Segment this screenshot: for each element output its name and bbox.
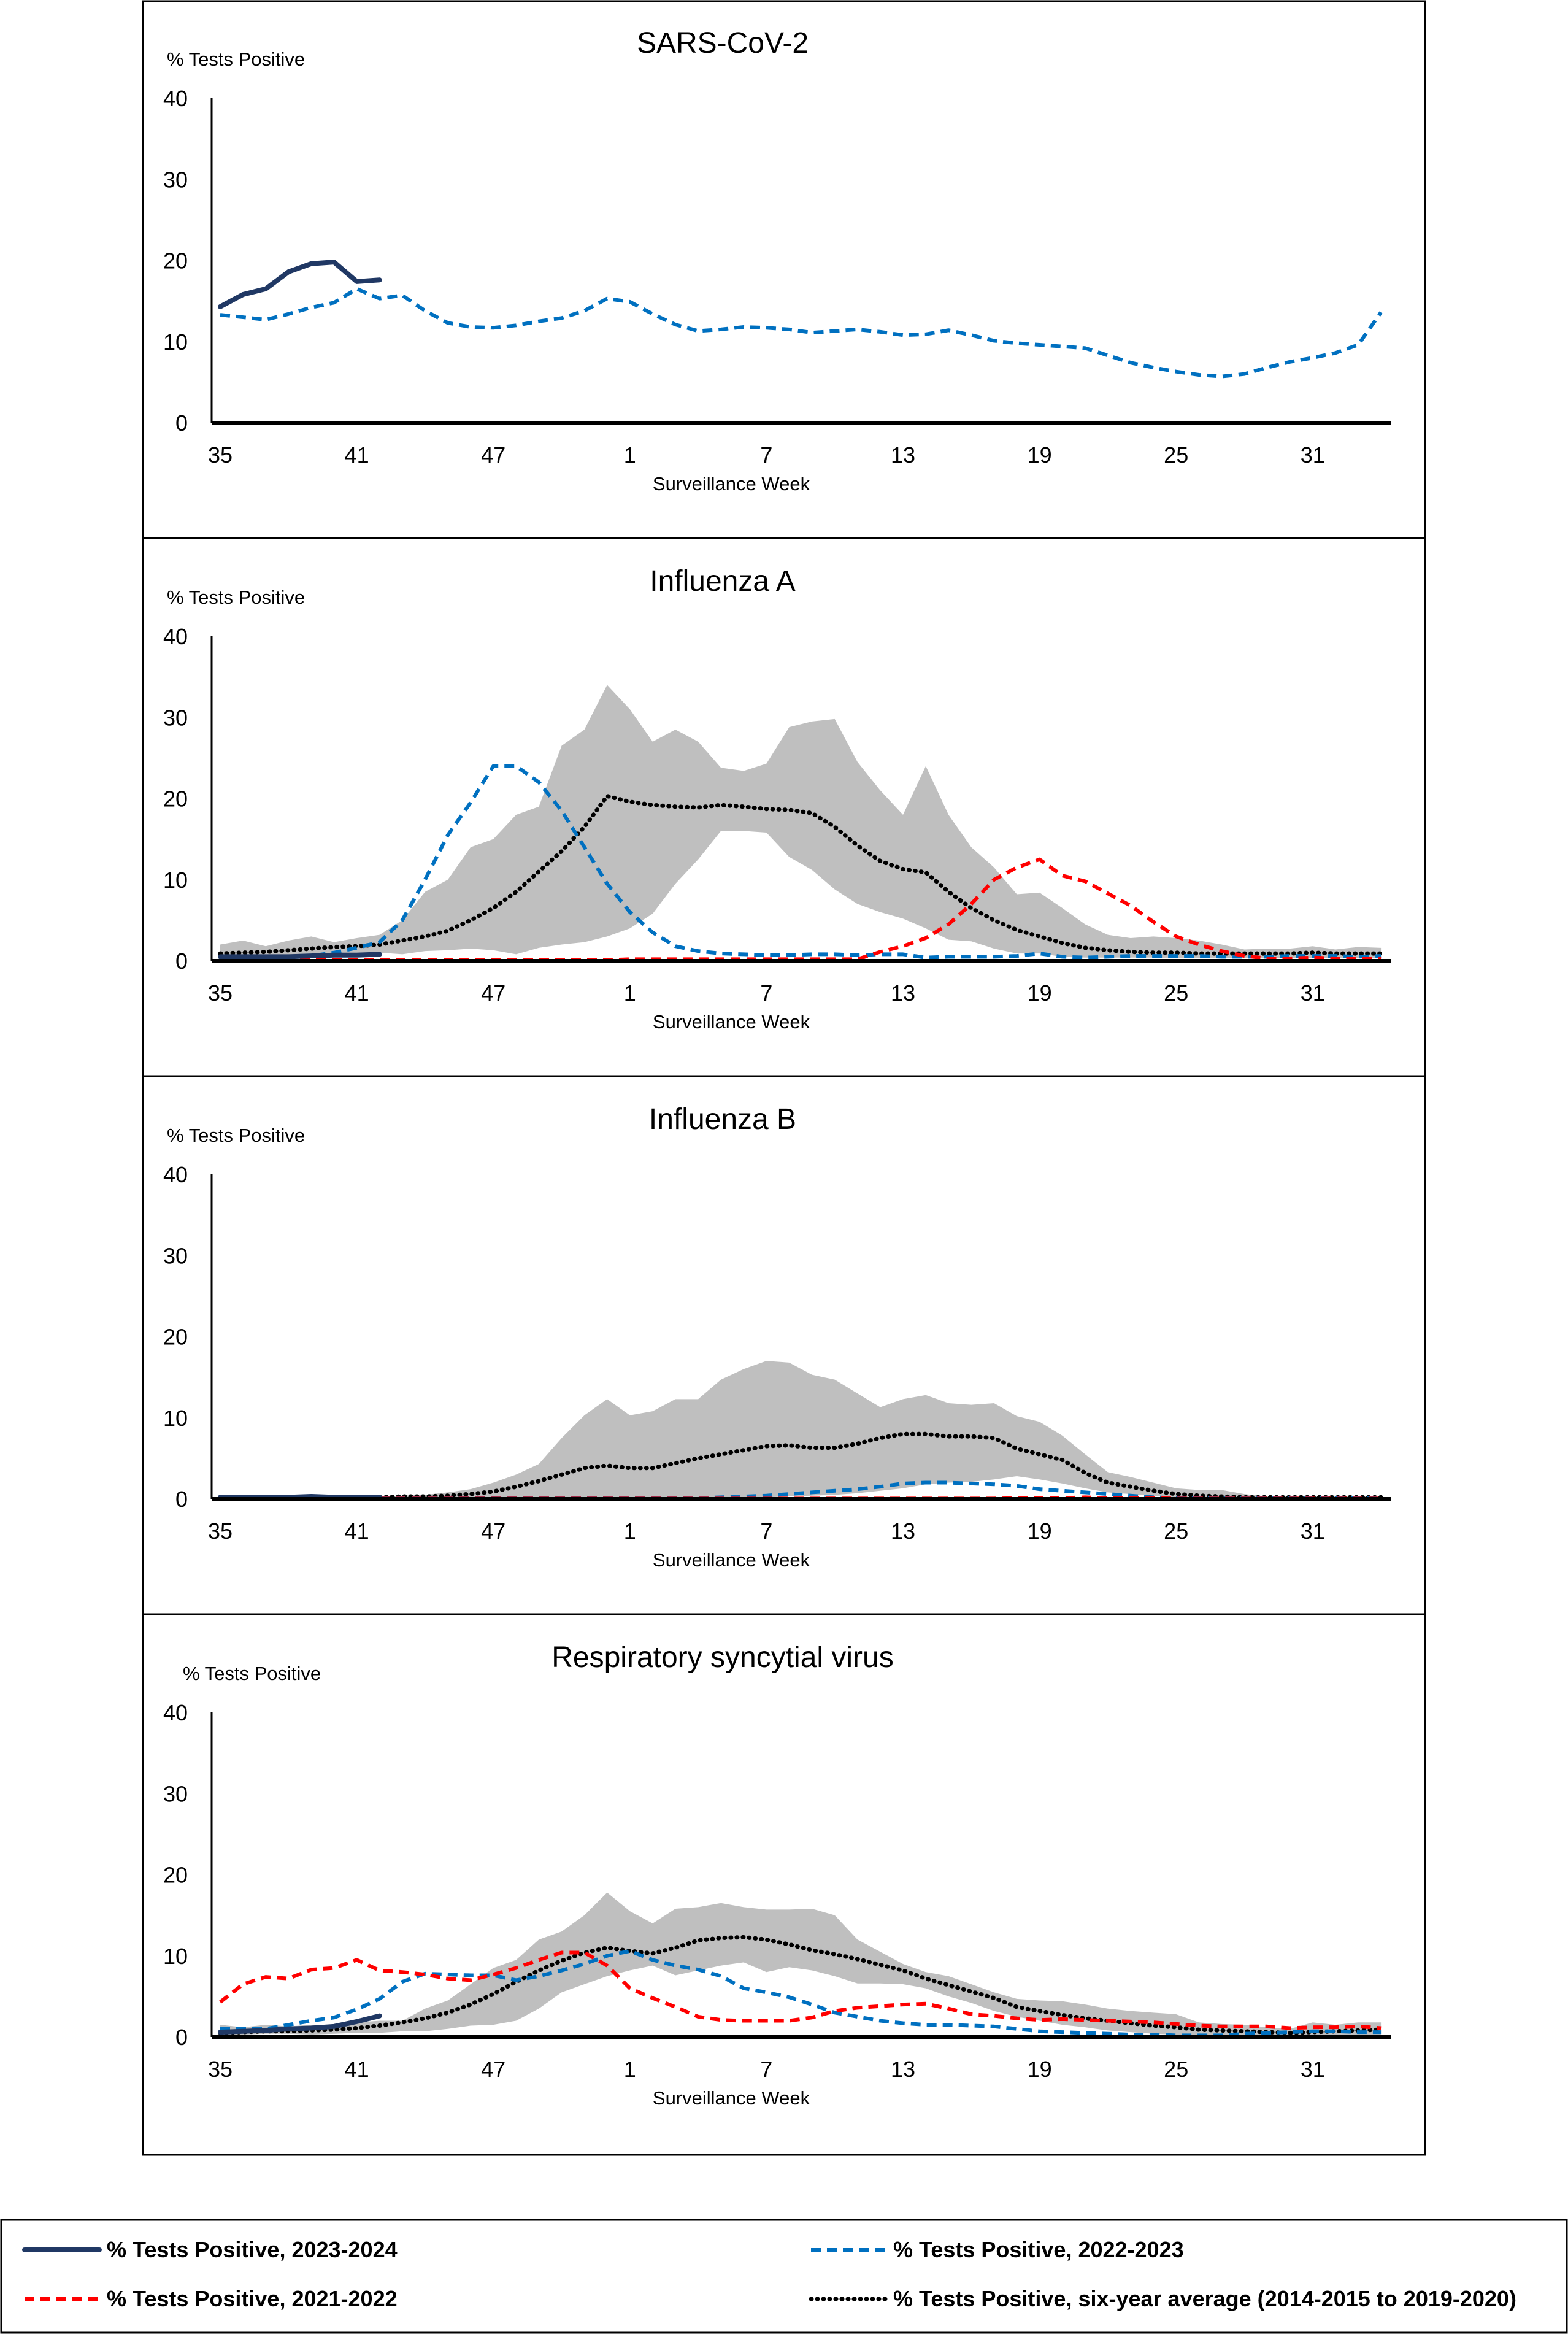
x-tick-label: 41: [345, 980, 369, 1006]
x-tick-label: 41: [345, 2057, 369, 2082]
chart-title: Influenza A: [650, 565, 796, 598]
x-tick-label: 31: [1301, 442, 1325, 468]
legend-label: % Tests Positive, 2023-2024: [107, 2237, 398, 2262]
y-tick-label: 40: [163, 1162, 188, 1187]
x-tick-label: 35: [208, 1519, 233, 1544]
legend-item: % Tests Positive, 2021-2022: [25, 2286, 398, 2311]
y-tick-label: 10: [163, 329, 188, 355]
x-tick-label: 1: [624, 980, 636, 1006]
x-tick-label: 31: [1301, 1519, 1325, 1544]
chart-title: SARS-CoV-2: [637, 27, 809, 60]
y-tick-label: 20: [163, 787, 188, 812]
x-tick-label: 35: [208, 980, 233, 1006]
x-tick-label: 25: [1164, 980, 1188, 1006]
x-tick-label: 41: [345, 442, 369, 468]
x-tick-label: 13: [891, 980, 915, 1006]
y-tick-label: 20: [163, 248, 188, 274]
x-tick-label: 35: [208, 2057, 233, 2082]
legend-item: % Tests Positive, 2023-2024: [25, 2237, 398, 2262]
y-tick-label: 20: [163, 1863, 188, 1888]
y-tick-label: 20: [163, 1325, 188, 1350]
y-tick-label: 30: [163, 705, 188, 730]
y-axis-label: % Tests Positive: [167, 587, 305, 608]
series-line: [220, 289, 1381, 377]
legend-label: % Tests Positive, six-year average (2014…: [893, 2286, 1516, 2311]
x-tick-label: 13: [891, 1519, 915, 1544]
y-tick-label: 40: [163, 86, 188, 111]
legend-label: % Tests Positive, 2022-2023: [893, 2237, 1184, 2262]
x-axis-label: Surveillance Week: [653, 1011, 810, 1033]
chart-title: Respiratory syncytial virus: [551, 1641, 893, 1674]
legend-label: % Tests Positive, 2021-2022: [107, 2286, 398, 2311]
x-tick-label: 25: [1164, 2057, 1188, 2082]
legend: % Tests Positive, 2023-2024 % Tests Posit…: [1, 2220, 1567, 2333]
x-tick-label: 1: [624, 1519, 636, 1544]
x-tick-label: 7: [760, 980, 772, 1006]
x-tick-label: 13: [891, 442, 915, 468]
series-solid-3: [220, 954, 380, 957]
y-tick-label: 30: [163, 1243, 188, 1268]
y-tick-label: 10: [163, 1944, 188, 1969]
x-tick-label: 47: [481, 442, 505, 468]
chart-title: Influenza B: [649, 1103, 796, 1136]
series-line: [220, 262, 380, 307]
chart-panel-2: Influenza A % Tests Positive Surveillance …: [143, 538, 1425, 1033]
x-tick-label: 19: [1028, 1519, 1052, 1544]
y-tick-label: 30: [163, 167, 188, 192]
y-axis-label: % Tests Positive: [183, 1663, 321, 1684]
x-tick-label: 19: [1028, 2057, 1052, 2082]
x-tick-label: 47: [481, 980, 505, 1006]
x-tick-label: 41: [345, 1519, 369, 1544]
legend-item: % Tests Positive, 2022-2023: [811, 2237, 1184, 2262]
x-tick-label: 19: [1028, 980, 1052, 1006]
x-tick-label: 13: [891, 2057, 915, 2082]
x-tick-label: 47: [481, 2057, 505, 2082]
series-dashed-0: [220, 289, 1381, 377]
x-tick-label: 47: [481, 1519, 505, 1544]
x-axis-label: Surveillance Week: [653, 1549, 810, 1571]
x-axis-label: Surveillance Week: [653, 473, 810, 495]
series-solid-1: [220, 262, 380, 307]
x-tick-label: 25: [1164, 1519, 1188, 1544]
historical-range-band: [220, 1361, 1381, 1498]
x-axis-label: Surveillance Week: [653, 2087, 810, 2109]
x-tick-label: 1: [624, 442, 636, 468]
historical-range-band: [220, 685, 1381, 958]
y-tick-label: 0: [175, 410, 188, 436]
x-tick-label: 25: [1164, 442, 1188, 468]
y-tick-label: 40: [163, 1700, 188, 1725]
y-tick-label: 10: [163, 1406, 188, 1431]
chart-panels: SARS-CoV-2 % Tests Positive Surveillance W…: [143, 27, 1425, 2109]
series-line: [220, 954, 380, 957]
x-tick-label: 7: [760, 2057, 772, 2082]
historical-range-band: [220, 1893, 1381, 2035]
legend-item: % Tests Positive, six-year average (2014…: [811, 2286, 1516, 2311]
chart-panel-3: Influenza B % Tests Positive Surveillance …: [143, 1076, 1425, 1571]
y-axis-label: % Tests Positive: [167, 48, 305, 70]
chart-panel-4: Respiratory syncytial virus % Tests Posit…: [143, 1614, 1425, 2109]
x-tick-label: 19: [1028, 442, 1052, 468]
x-tick-label: 31: [1301, 2057, 1325, 2082]
x-tick-label: 7: [760, 442, 772, 468]
x-tick-label: 1: [624, 2057, 636, 2082]
charts-frame: [143, 1, 1425, 2155]
y-tick-label: 0: [175, 949, 188, 974]
y-axis-label: % Tests Positive: [167, 1125, 305, 1146]
chart-panel-1: SARS-CoV-2 % Tests Positive Surveillance W…: [163, 27, 1391, 495]
x-tick-label: 35: [208, 442, 233, 468]
x-tick-label: 7: [760, 1519, 772, 1544]
y-tick-label: 40: [163, 624, 188, 649]
y-tick-label: 0: [175, 2025, 188, 2050]
x-tick-label: 31: [1301, 980, 1325, 1006]
y-tick-label: 10: [163, 868, 188, 893]
y-tick-label: 0: [175, 1487, 188, 1512]
y-tick-label: 30: [163, 1781, 188, 1806]
